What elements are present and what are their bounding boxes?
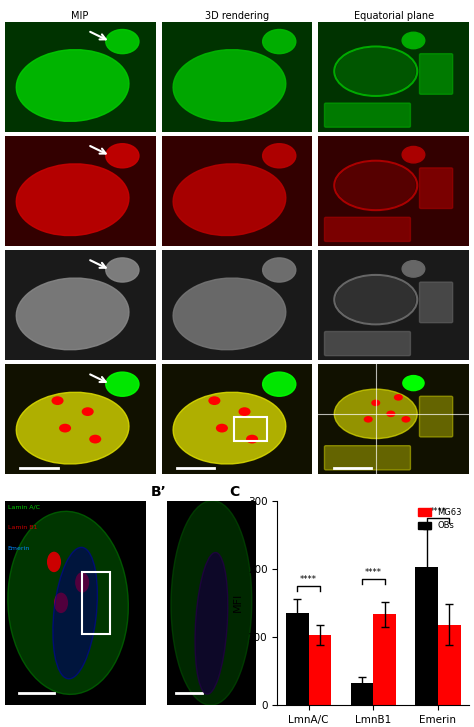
Legend: MG63, OBs: MG63, OBs [415, 505, 465, 534]
Ellipse shape [173, 278, 286, 350]
FancyBboxPatch shape [419, 54, 453, 95]
Ellipse shape [336, 47, 416, 95]
Circle shape [364, 416, 373, 422]
Circle shape [59, 424, 71, 433]
Circle shape [386, 411, 395, 417]
Ellipse shape [106, 144, 139, 168]
Bar [415, 567, 438, 705]
Circle shape [371, 400, 380, 406]
Ellipse shape [263, 144, 296, 168]
Text: Emerin: Emerin [8, 545, 30, 550]
Ellipse shape [402, 375, 425, 391]
Text: ****: **** [365, 568, 382, 577]
Circle shape [246, 435, 258, 443]
Ellipse shape [171, 501, 252, 705]
Text: C: C [229, 486, 239, 499]
FancyBboxPatch shape [419, 168, 453, 209]
Bar [309, 635, 331, 705]
FancyBboxPatch shape [325, 217, 410, 241]
Title: 3D rendering: 3D rendering [205, 11, 269, 21]
Circle shape [52, 396, 64, 405]
Circle shape [82, 407, 94, 416]
Title: MIP: MIP [72, 11, 89, 21]
Circle shape [47, 552, 61, 572]
Ellipse shape [334, 389, 417, 438]
Circle shape [75, 572, 89, 593]
Ellipse shape [336, 162, 416, 209]
Ellipse shape [263, 30, 296, 54]
Ellipse shape [402, 146, 425, 163]
Ellipse shape [16, 393, 129, 464]
Circle shape [54, 593, 68, 613]
Y-axis label: MFI: MFI [232, 593, 242, 612]
Text: Lamin B1: Lamin B1 [8, 525, 37, 530]
Ellipse shape [53, 547, 97, 679]
Bar [286, 613, 309, 705]
Circle shape [238, 407, 251, 416]
Ellipse shape [173, 49, 286, 121]
Text: ****: **** [300, 575, 317, 584]
Text: B’: B’ [150, 486, 166, 499]
Ellipse shape [173, 164, 286, 236]
FancyBboxPatch shape [419, 396, 453, 437]
Text: ****: **** [429, 507, 447, 515]
FancyBboxPatch shape [325, 103, 410, 127]
Circle shape [209, 396, 220, 405]
Ellipse shape [336, 276, 416, 324]
Circle shape [394, 394, 403, 401]
Ellipse shape [16, 278, 129, 350]
Ellipse shape [16, 49, 129, 121]
FancyBboxPatch shape [325, 332, 410, 356]
Ellipse shape [106, 30, 139, 54]
Bar [374, 614, 396, 705]
Circle shape [89, 435, 101, 443]
Text: Lamin A/C: Lamin A/C [8, 505, 39, 510]
Ellipse shape [402, 32, 425, 49]
Ellipse shape [402, 261, 425, 277]
Ellipse shape [173, 393, 286, 464]
Ellipse shape [263, 372, 296, 396]
Ellipse shape [16, 164, 129, 236]
Bar [351, 683, 374, 705]
FancyBboxPatch shape [325, 446, 410, 470]
Ellipse shape [263, 258, 296, 282]
Ellipse shape [106, 258, 139, 282]
Ellipse shape [106, 372, 139, 396]
Bar [438, 624, 461, 705]
Ellipse shape [8, 511, 128, 694]
FancyBboxPatch shape [419, 282, 453, 323]
Title: Equatorial plane: Equatorial plane [354, 11, 434, 21]
Ellipse shape [195, 553, 228, 694]
Circle shape [216, 424, 228, 433]
Circle shape [401, 416, 410, 422]
